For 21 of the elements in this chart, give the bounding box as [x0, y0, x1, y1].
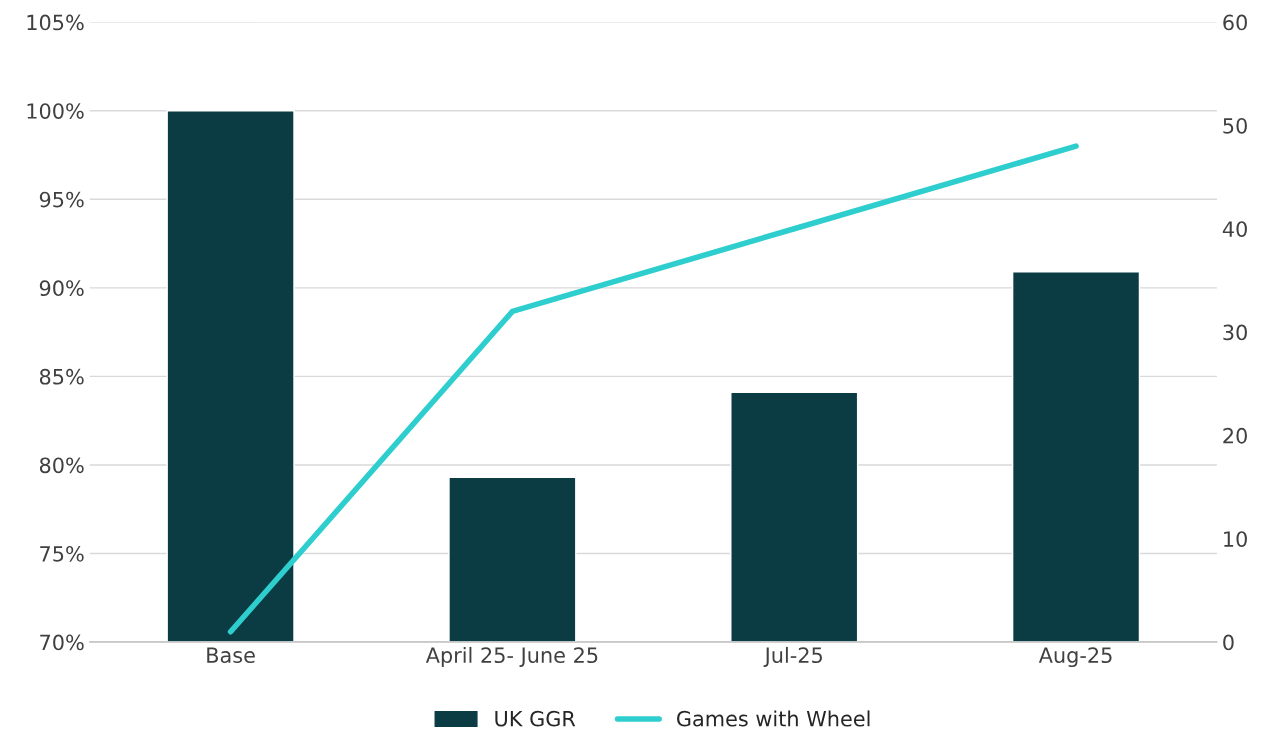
legend-label: Games with Wheel — [677, 710, 870, 727]
y-tick-label: 105% — [27, 14, 84, 31]
x-tick-label: Jul-25 — [763, 646, 822, 667]
x-tick-label: Base — [207, 647, 255, 664]
y2-tick-label: 30 — [1223, 324, 1247, 341]
x-tick-label: April 25- June 25 — [425, 646, 598, 668]
y-tick-label: 90% — [39, 280, 84, 297]
y-tick-label: 80% — [39, 457, 84, 474]
y-tick-label: 100% — [27, 103, 84, 119]
y-tick-label: 95% — [39, 191, 84, 208]
y2-tick-label: 40 — [1222, 221, 1247, 237]
y2-tick-label: 10 — [1224, 531, 1247, 547]
y-tick-label: 70% — [40, 634, 84, 651]
y2-tick-label: 50 — [1223, 117, 1247, 134]
y2-tick-label: 60 — [1223, 14, 1247, 31]
y2-tick-label: 20 — [1223, 427, 1247, 444]
y2-tick-label: 0 — [1223, 634, 1234, 651]
x-tick-label: Aug-25 — [1038, 647, 1112, 668]
legend-label: UK GGR — [495, 710, 576, 727]
y-tick-label: 85% — [39, 368, 84, 385]
y-tick-label: 75% — [40, 545, 84, 562]
